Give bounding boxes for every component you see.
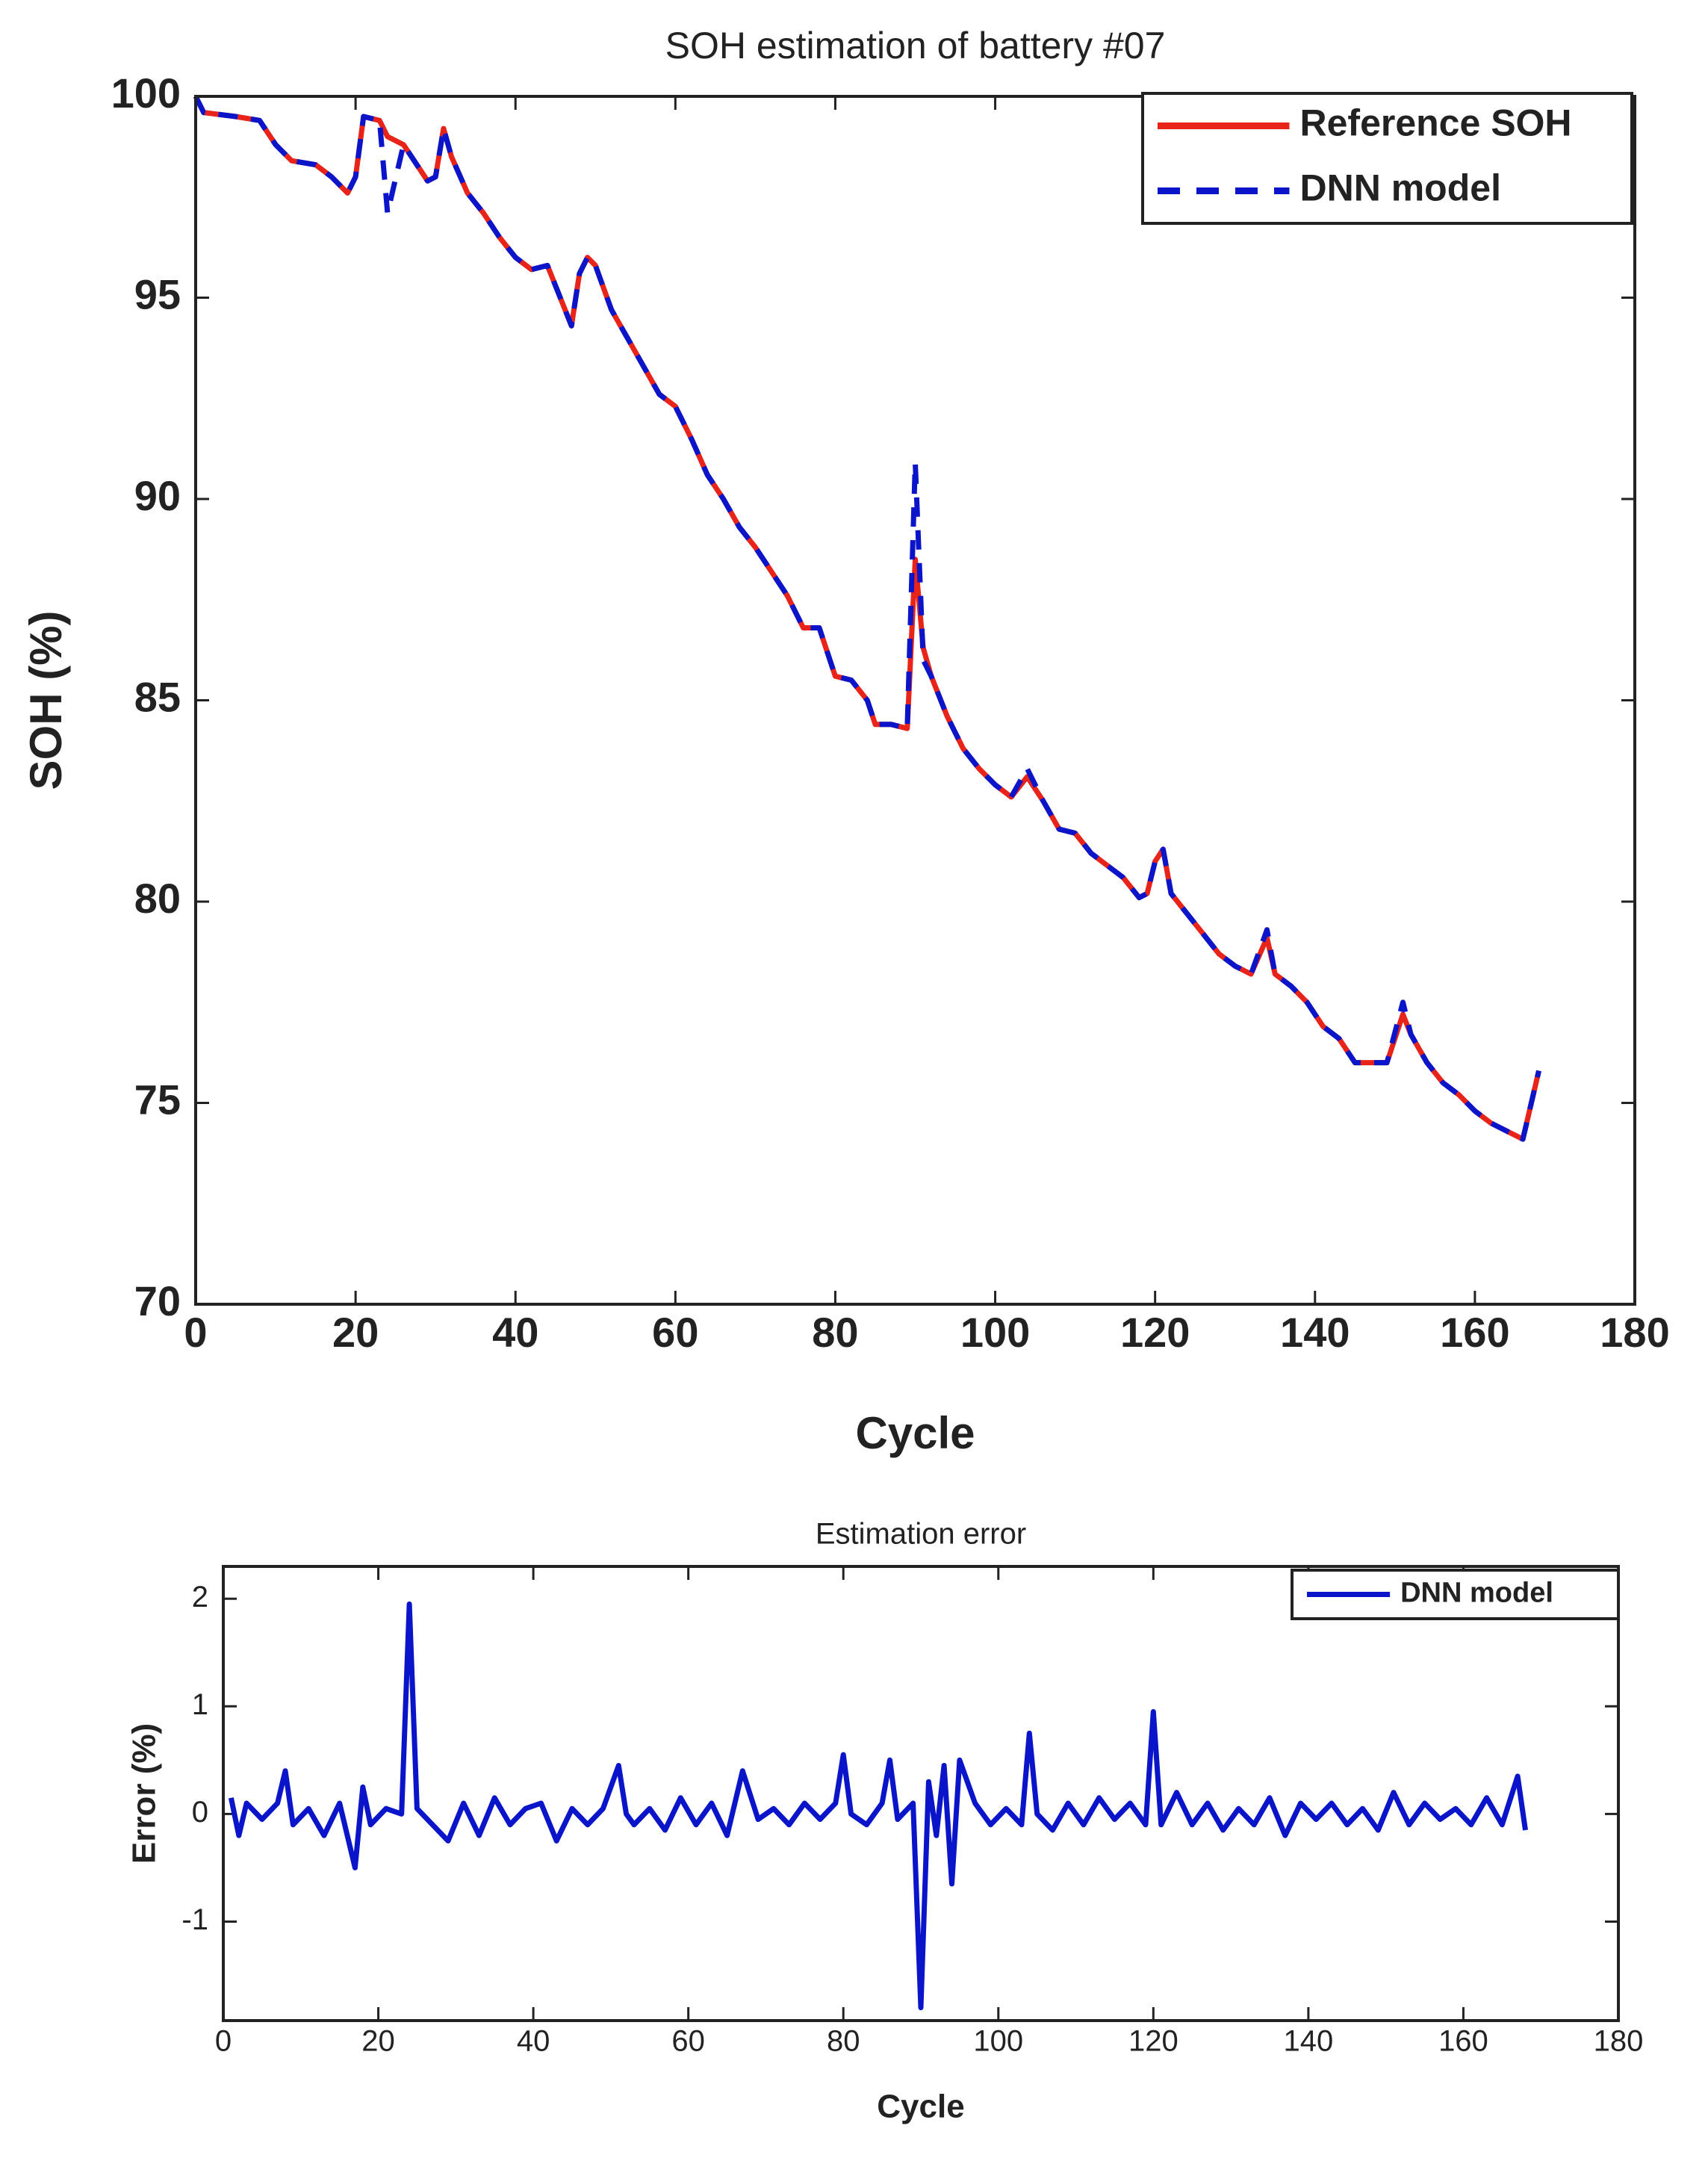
legend-label: Reference SOH: [1300, 102, 1572, 144]
x-tick-label: 140: [1284, 2025, 1334, 2058]
x-tick-label: 100: [973, 2025, 1023, 2058]
legend-label: DNN model: [1400, 1578, 1553, 1609]
x-tick-label: 20: [361, 2025, 395, 2058]
x-tick-label: 100: [960, 1309, 1030, 1356]
x-tick-label: 40: [492, 1309, 538, 1356]
x-tick-label: 0: [184, 1309, 207, 1356]
x-tick-label: 20: [332, 1309, 379, 1356]
x-tick-label: 80: [827, 2025, 860, 2058]
y-tick-label: 100: [111, 69, 181, 117]
x-axis-label: Cycle: [855, 1408, 975, 1458]
x-tick-label: 60: [652, 1309, 698, 1356]
plot-frame: [194, 95, 1636, 1306]
x-tick-label: 160: [1438, 2025, 1488, 2058]
y-tick-label: 85: [134, 673, 181, 720]
chart-title: Estimation error: [816, 1518, 1026, 1551]
y-tick-label: 80: [134, 875, 181, 922]
series-line: [228, 1601, 1528, 2011]
x-axis-label: Cycle: [877, 2089, 964, 2125]
y-axis-label: SOH (%): [21, 611, 71, 790]
x-tick-label: 180: [1600, 1309, 1669, 1356]
plot-frame: [222, 1565, 1620, 2022]
x-tick-label: 140: [1280, 1309, 1350, 1356]
y-tick-label: -1: [181, 1903, 208, 1936]
chart-title: SOH estimation of battery #07: [665, 25, 1166, 66]
legend-box: [1141, 92, 1633, 225]
x-tick-label: 40: [517, 2025, 550, 2058]
y-tick-label: 1: [192, 1688, 208, 1721]
y-tick-label: 2: [192, 1581, 208, 1613]
y-tick-label: 75: [134, 1076, 181, 1123]
x-tick-label: 80: [812, 1309, 858, 1356]
y-tick-label: 95: [134, 270, 181, 317]
x-tick-label: 60: [671, 2025, 705, 2058]
y-tick-label: 90: [134, 472, 181, 519]
y-tick-label: 70: [134, 1277, 181, 1324]
x-tick-label: 160: [1440, 1309, 1509, 1356]
x-tick-label: 120: [1128, 2025, 1178, 2058]
x-tick-label: 0: [215, 2025, 232, 2058]
y-axis-label: Error (%): [126, 1723, 163, 1864]
y-tick-label: 0: [192, 1796, 208, 1829]
x-tick-label: 120: [1120, 1309, 1190, 1356]
series-line: [193, 95, 1541, 1142]
x-tick-label: 180: [1594, 2025, 1644, 2058]
series-line: [193, 95, 1541, 1142]
legend-label: DNN model: [1300, 167, 1501, 209]
